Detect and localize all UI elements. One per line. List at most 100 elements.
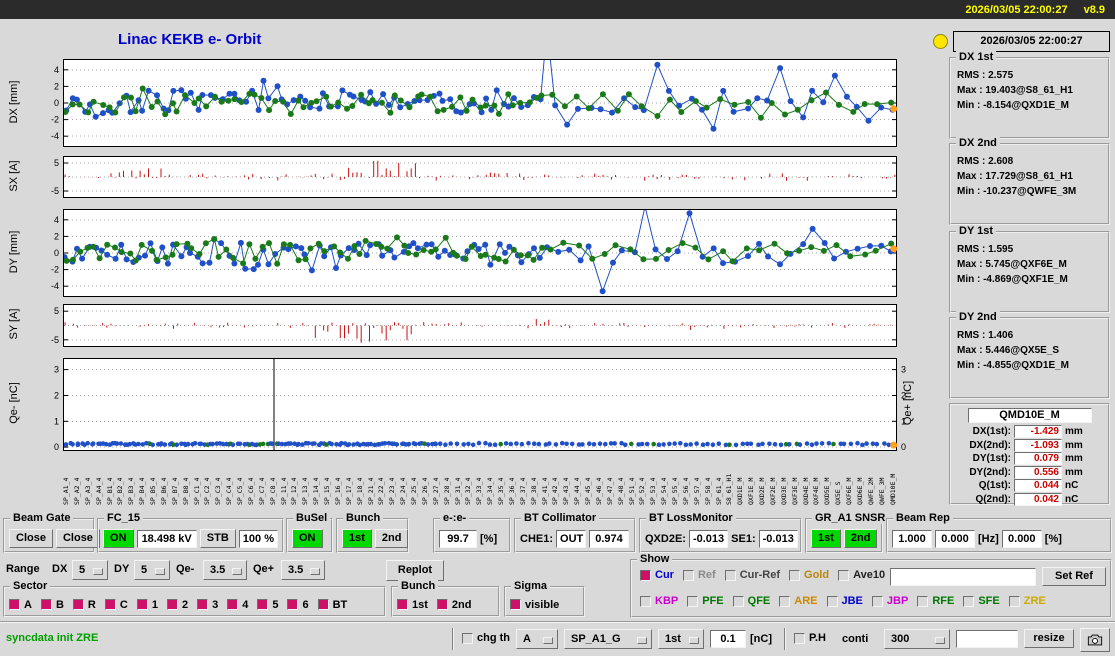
checkbox-indicator: [104, 599, 116, 610]
checkbox-label: 1st: [412, 598, 428, 611]
bt-collimator-frame: BT Collimator CHE1: OUT 0.974: [514, 512, 636, 553]
command-entry[interactable]: [956, 630, 1018, 648]
bpm-name-label: SP_55_4: [671, 477, 679, 505]
bunch-1st-button[interactable]: 1st: [342, 529, 372, 548]
show-checkbox-pfe[interactable]: PFE: [687, 595, 724, 607]
sector-checkbox-6[interactable]: 6: [287, 598, 309, 611]
show-checkbox-jbe[interactable]: JBE: [826, 595, 863, 607]
monitor-row-unit: mm: [1065, 466, 1083, 478]
stat-box-dx-1st: DX 1st RMS : 2.575 Max : 19.403@S8_61_H1…: [949, 51, 1110, 139]
bpm-name-label: QXF4E_M: [812, 477, 821, 505]
bunch-view-checkbox-1st[interactable]: 1st: [397, 599, 428, 611]
sector-checkbox-b[interactable]: B: [40, 599, 64, 611]
stat-box-dx-2nd: DX 2nd RMS : 2.608 Max : 17.729@S8_61_H1…: [949, 137, 1110, 225]
bpm-name-label: QXD6E_M: [855, 477, 864, 505]
resize-button[interactable]: resize: [1024, 629, 1074, 648]
show-checkbox-qfe[interactable]: QFE: [732, 595, 770, 607]
replot-button[interactable]: Replot: [386, 560, 444, 581]
range-qe-plus-select[interactable]: 3.5: [281, 560, 325, 580]
sigma-checkbox-visible[interactable]: visible: [510, 599, 559, 611]
show-checkbox-jbp[interactable]: JBP: [871, 595, 908, 607]
gr-2nd-button[interactable]: 2nd: [843, 529, 878, 548]
sector-a-select[interactable]: A: [516, 629, 558, 649]
sector-checkbox-bt[interactable]: BT: [317, 599, 347, 611]
range-label: Range: [6, 563, 40, 575]
beam-gate-frame: Beam Gate Close Close: [3, 512, 100, 553]
count-select[interactable]: 300: [884, 629, 950, 649]
bpm-name-label: SP_44_4: [573, 477, 582, 505]
fc15-on-button[interactable]: ON: [103, 529, 134, 548]
camera-icon: [1087, 634, 1103, 646]
set-ref-entry[interactable]: [890, 568, 1036, 586]
sector-checkbox-5[interactable]: 5: [257, 599, 278, 611]
sector-checkbox-r[interactable]: R: [72, 599, 96, 611]
sector-checkbox-3[interactable]: 3: [197, 599, 218, 611]
sector-checkbox-a[interactable]: A: [9, 599, 32, 611]
range-dx-value: 5: [79, 564, 86, 576]
bpm-name-label: SP_31_4: [453, 477, 462, 505]
dropdown-indicator-icon: [637, 637, 647, 644]
range-qe-minus-select[interactable]: 3.5: [203, 560, 247, 580]
show-checkbox-are[interactable]: ARE: [779, 595, 818, 607]
dropdown-indicator-icon: [93, 568, 103, 575]
show-checkbox-rfe[interactable]: RFE: [917, 595, 954, 607]
bunch-view-frame: Bunch 1st 2nd: [391, 580, 500, 617]
bunch-view-checkbox-2nd[interactable]: 2nd: [436, 599, 471, 611]
bpm-name-label: QXF2E_M: [768, 477, 777, 505]
checkbox-indicator: [826, 595, 838, 607]
bpm-name-label: QXD1E_M: [736, 477, 745, 505]
sector-checkbox-c[interactable]: C: [104, 599, 128, 611]
show-checkbox-gold[interactable]: Gold: [789, 569, 829, 581]
stat-min: Min : -8.154@QXD1E_M: [957, 100, 1070, 111]
chg-th-checkbox[interactable]: chg th: [462, 632, 510, 644]
count-value: 300: [891, 633, 910, 645]
sector-checkbox-2[interactable]: 2: [166, 598, 189, 611]
beam-gate-close-1-button[interactable]: Close: [9, 529, 53, 548]
titlebar-version: v8.9: [1083, 3, 1105, 16]
show-checkbox-kbp[interactable]: KBP: [640, 595, 678, 607]
monitor-row-value: 0.556: [1014, 465, 1062, 479]
se1-label: SE1:: [731, 532, 756, 545]
show-checkbox-ave10[interactable]: Ave10: [838, 569, 885, 581]
busel-on-button[interactable]: ON: [292, 529, 323, 548]
show-checkbox-sfe[interactable]: SFE: [963, 595, 1000, 607]
bpm-name-label: QMD10E_M: [888, 473, 897, 505]
bpm-select[interactable]: SP_A1_G: [564, 629, 652, 649]
bpm-name-label: SP_47_4: [605, 477, 614, 505]
bunch-2nd-button[interactable]: 2nd: [374, 529, 409, 548]
set-ref-button[interactable]: Set Ref: [1042, 567, 1106, 586]
checkbox-label: 5: [272, 598, 279, 611]
show-checkbox-zre[interactable]: ZRE: [1008, 595, 1046, 607]
bpm-name-label: QXD3E_M: [779, 477, 788, 505]
bunch-order-select[interactable]: 1st: [658, 629, 704, 649]
checkbox-indicator: [136, 599, 148, 610]
beam-gate-close-2-button[interactable]: Close: [55, 529, 100, 548]
show-checkbox-ref[interactable]: Ref: [682, 569, 716, 581]
show-checkbox-cur-ref[interactable]: Cur-Ref: [724, 569, 780, 581]
fc15-stb-button[interactable]: STB: [199, 529, 236, 548]
show-checkbox-cur[interactable]: Cur: [640, 569, 674, 581]
screenshot-button[interactable]: [1080, 628, 1110, 652]
sx-steering-chart: 5 -5: [51, 156, 897, 198]
svg-text:3: 3: [54, 365, 59, 375]
ph-checkbox[interactable]: P.H: [794, 632, 826, 644]
checkbox-label: 6: [302, 598, 309, 611]
bpm-name-label: SP_A1_4: [63, 477, 70, 505]
monitor-row-label: DX(1st):: [972, 426, 1011, 438]
bpm-name-label: SP_46_4: [594, 477, 603, 505]
sector-checkbox-1[interactable]: 1: [136, 599, 158, 611]
gr-1st-button[interactable]: 1st: [811, 529, 841, 548]
threshold-field[interactable]: 0.1: [710, 630, 746, 648]
checkbox-label: 2: [181, 598, 189, 611]
checkbox-indicator: [436, 599, 448, 610]
bpm-name-label: SP_16_4: [333, 477, 342, 505]
frame-label: Beam Rep: [893, 512, 953, 524]
stat-min: Min : -4.855@QXD1E_M: [957, 360, 1070, 371]
range-dy-select[interactable]: 5: [134, 560, 170, 580]
checkbox-indicator: [963, 595, 975, 607]
bpm-name-label: SP_56_4: [681, 477, 690, 505]
monitor-row-label: Q(2nd):: [975, 493, 1011, 505]
sector-checkbox-4[interactable]: 4: [227, 599, 248, 611]
bpm-name-label: SP_B5_4: [149, 477, 157, 505]
range-dx-select[interactable]: 5: [72, 560, 108, 580]
